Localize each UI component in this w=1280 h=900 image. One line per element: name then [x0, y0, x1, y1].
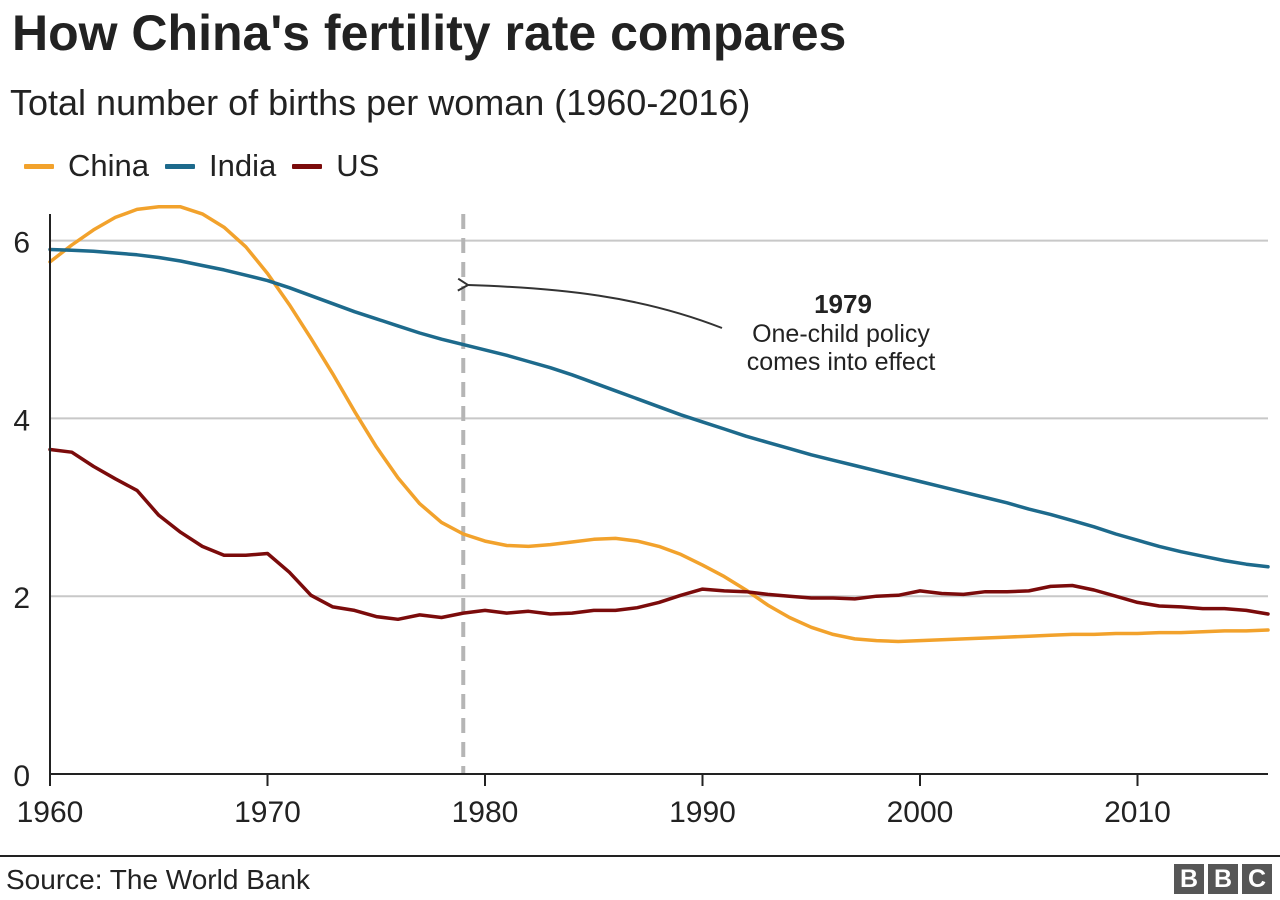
x-tick-label: 1980 — [452, 796, 519, 829]
annotation-line-1: One-child policy — [752, 320, 930, 348]
bbc-logo-letter: B — [1208, 864, 1238, 894]
x-tick-label: 1960 — [17, 796, 84, 829]
x-tick-label: 2010 — [1104, 796, 1171, 829]
annotation-line-2: comes into effect — [747, 348, 936, 376]
legend-label-us: US — [336, 148, 380, 183]
y-tick-label: 0 — [13, 760, 30, 793]
y-tick-label: 6 — [13, 227, 30, 260]
annotation-year: 1979 — [814, 289, 872, 319]
legend-swatch-us — [292, 163, 323, 169]
legend-swatch-india — [165, 163, 195, 169]
chart-title: How China's fertility rate compares — [12, 5, 847, 61]
source-note: Source: The World Bank — [6, 864, 311, 895]
x-tick-label: 1990 — [669, 796, 736, 829]
chart-subtitle: Total number of births per woman (1960-2… — [10, 82, 751, 123]
bbc-logo: B B C — [1170, 864, 1272, 894]
legend-swatch-china — [24, 163, 54, 169]
bbc-logo-letter: C — [1242, 864, 1272, 894]
series-line-china — [48, 205, 1270, 644]
legend-item-us: US — [292, 148, 379, 184]
legend-item-india: India — [165, 148, 276, 184]
bbc-logo-letter: B — [1174, 864, 1204, 894]
legend: China India US — [24, 148, 395, 184]
fertility-line-chart: 0 2 4 6 1960 1970 1980 1990 2000 2010 1979 One-ch… — [13, 205, 1270, 829]
series-line-india — [48, 247, 1270, 569]
annotation-arrow — [457, 277, 723, 329]
y-tick-label: 2 — [13, 582, 30, 615]
x-tick-label: 1970 — [234, 796, 301, 829]
x-tick-label: 2000 — [887, 796, 954, 829]
y-tick-label: 4 — [13, 404, 30, 437]
legend-item-china: China — [24, 148, 149, 184]
series-line-us — [48, 447, 1270, 622]
legend-label-china: China — [68, 148, 149, 183]
legend-label-india: India — [209, 148, 277, 183]
footer-divider — [0, 855, 1280, 857]
